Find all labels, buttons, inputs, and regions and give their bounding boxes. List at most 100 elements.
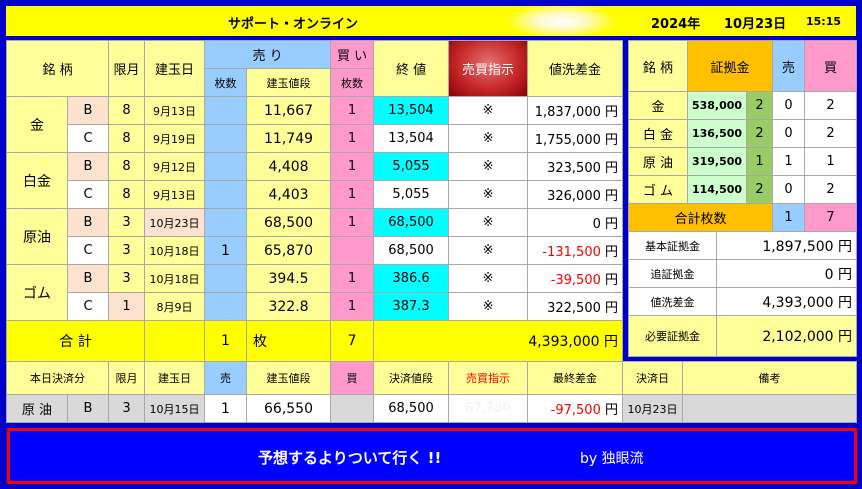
side-margin: 319,500 [687,147,747,176]
col-tatene: 建玉値段 [246,68,332,97]
signal-mark: ※ [448,152,529,181]
close-price: 68,500 [373,236,450,265]
diff: -39,500 円 [527,264,624,293]
summary-value: 1,897,500 円 [715,231,858,260]
diff: 326,000 円 [527,180,624,209]
settle-col-signal: 売買指示 [448,361,528,395]
close-price: 5,055 [373,152,450,181]
side-buy: 2 [804,91,858,120]
month: 3 [108,264,146,293]
settlement-table: 本日決済分 限月 建玉日 売 建玉値段 買 決済値段 売買指示 最終差金 決済日… [6,361,857,423]
tatebi: 9月13日 [144,96,206,125]
col-kai: 買 い [330,40,375,69]
signal-mark: ※ [448,292,529,321]
side-sell: 0 [772,175,806,204]
col-maisu-buy: 枚数 [330,68,375,97]
settle-col-date: 建玉日 [144,361,205,395]
side-margin: 136,500 [687,119,747,148]
title-bar: サポート・オンライン 2024年 10月23日 15:15 [6,6,856,36]
sell-qty [204,208,248,237]
close-price: 68,500 [373,208,450,237]
banner-by: by 独眼流 [580,451,644,467]
tatebi: 8月9日 [144,292,206,321]
grade: C [66,180,110,209]
tate-price: 322.8 [246,292,332,321]
settle-settle-date: 10月23日 [622,394,683,423]
diff: 0 円 [527,208,624,237]
col-owarine: 終 値 [373,40,450,97]
summary-label: 追証拠金 [628,259,717,288]
grade: C [66,292,110,321]
group-name: 原油 [6,208,68,265]
tatebi: 9月13日 [144,180,206,209]
side-col-kai: 買 [804,40,858,92]
sell-qty [204,96,248,125]
total-sell: 1 [204,320,248,362]
side-sell: 0 [772,91,806,120]
grade: C [66,236,110,265]
month: 1 [108,292,146,321]
signal-mark: ※ [448,96,529,125]
col-signal: 売買指示 [448,40,529,97]
settle-col-settle-date: 決済日 [622,361,683,395]
side-buy: 2 [804,119,858,148]
buy-qty: 1 [330,124,375,153]
buy-qty: 1 [330,180,375,209]
summary-value: 2,102,000 円 [715,315,858,357]
month: 3 [108,236,146,265]
total-unit-mai: 枚 [246,320,332,362]
total-label: 合 計 [5,320,146,362]
side-margin: 114,500 [687,175,747,204]
settle-settle-price: 68,500 [373,394,449,423]
settle-note [682,394,857,423]
summary-value: 4,393,000 円 [715,287,858,316]
signal-mark: ※ [448,236,529,265]
grade: B [66,208,110,237]
settle-col-sell: 売 [204,361,247,395]
side-total-buy: 7 [804,203,858,232]
diff: 323,500 円 [527,152,624,181]
buy-qty: 1 [330,208,375,237]
tatebi: 10月18日 [144,264,206,293]
settle-col-settle-price: 決済値段 [373,361,449,395]
sell-qty: 1 [204,236,248,265]
group-name: 白金 [6,152,68,209]
group-name: 金 [6,96,68,153]
side-count: 2 [745,91,774,120]
summary-label: 値洗差金 [628,287,717,316]
month: 3 [108,208,146,237]
sell-qty [204,292,248,321]
grade: C [66,124,110,153]
signal-mark: ※ [448,180,529,209]
signal-mark: ※ [448,208,529,237]
side-sell: 1 [772,147,806,176]
total-spacer [144,320,206,362]
settle-final: -97,500 円 [527,394,623,423]
promo-banner[interactable]: 予想するよりついて行く !! by 独眼流 [7,428,857,484]
grade: B [66,152,110,181]
diff: 1,837,000 円 [527,96,624,125]
buy-qty: 1 [330,96,375,125]
tate-price: 4,403 [246,180,332,209]
header-time: 15:15 [806,15,842,28]
buy-qty: 1 [330,264,375,293]
settle-sell: 1 [204,394,247,423]
signal-mark: ※ [448,124,529,153]
summary-label: 基本証拠金 [628,231,717,260]
settle-col-name: 本日決済分 [6,361,109,395]
month: 8 [108,180,146,209]
settle-signal: 67,780 [448,394,528,423]
total-diff: 4,393,000 円 [373,320,624,362]
tate-price: 11,749 [246,124,332,153]
close-price: 387.3 [373,292,450,321]
side-margin: 538,000 [687,91,747,120]
header-year: 2024年 [651,17,701,32]
side-buy: 2 [804,175,858,204]
tatebi: 10月23日 [144,208,206,237]
month: 8 [108,152,146,181]
tatebi: 10月18日 [144,236,206,265]
close-price: 13,504 [373,124,450,153]
month: 8 [108,124,146,153]
banner-main: 予想するよりついて行く !! [258,449,442,467]
total-buy: 7 [330,320,375,362]
